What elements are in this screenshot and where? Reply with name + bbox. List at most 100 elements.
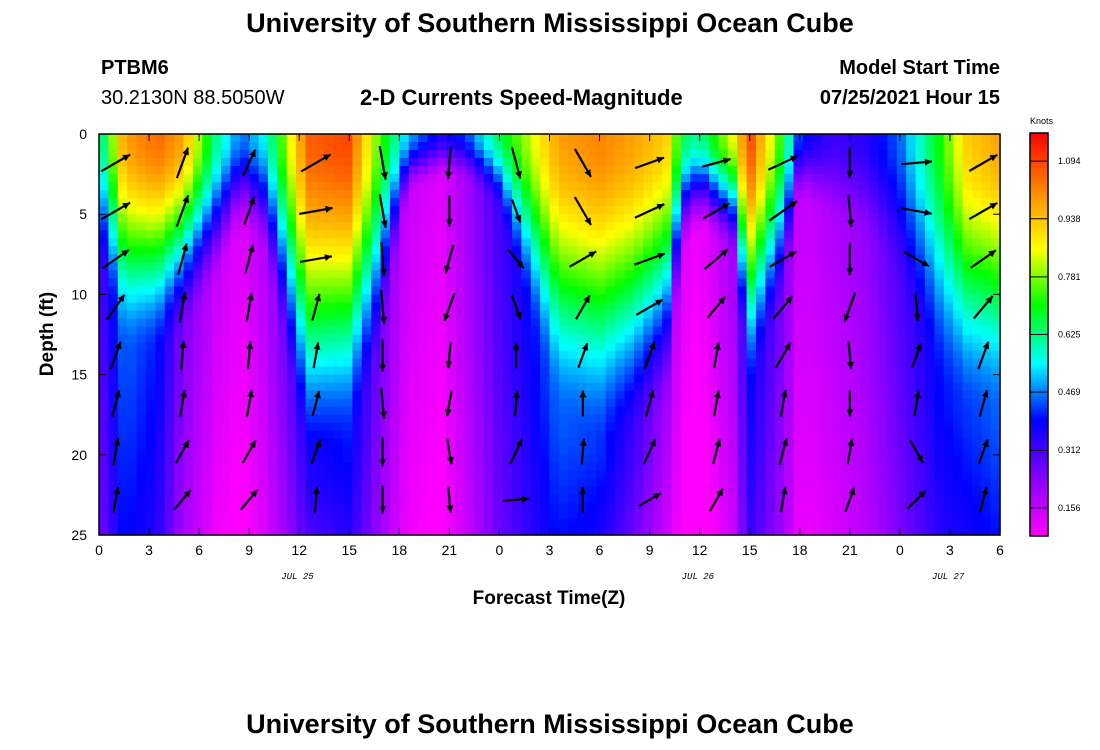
heatmap-cell [802,230,813,239]
heatmap-cell [117,486,128,496]
heatmap-cell [483,406,494,416]
heatmap-cell [324,494,335,504]
heatmap-cell [896,198,907,207]
heatmap-cell [746,254,757,263]
heatmap-cell [99,406,109,416]
heatmap-cell [277,302,288,312]
heatmap-cell [568,510,579,520]
heatmap-cell [943,470,954,480]
heatmap-cell [558,502,569,512]
heatmap-cell [699,310,710,320]
heatmap-cell [202,462,213,472]
heatmap-cell [981,398,992,408]
heatmap-cell [530,478,541,488]
heatmap-cell [558,518,569,528]
heatmap-cell [934,454,945,464]
heatmap-cell [877,334,888,344]
heatmap-cell [727,462,738,472]
heatmap-cell [530,470,541,480]
heatmap-cell [746,326,757,336]
heatmap-cell [962,286,973,295]
heatmap-cell [671,334,682,344]
heatmap-cell [399,374,410,384]
heatmap-cell [971,358,982,368]
heatmap-cell [887,254,898,263]
heatmap-cell [183,270,194,279]
heatmap-cell [136,158,147,167]
heatmap-cell [389,446,400,456]
heatmap-cell [755,454,766,464]
heatmap-cell [408,366,419,376]
heatmap-cell [924,214,935,223]
heatmap-cell [633,390,644,400]
heatmap-cell [906,526,917,536]
heatmap-cell [896,318,907,328]
heatmap-cell [305,230,316,239]
heatmap-cell [605,262,616,271]
heatmap-cell [343,262,354,271]
heatmap-cell [408,390,419,400]
heatmap-cell [943,422,954,432]
heatmap-cell [502,398,513,408]
heatmap-cell [615,406,626,416]
heatmap-cell [962,478,973,488]
heatmap-cell [221,446,231,456]
heatmap-cell [662,454,673,464]
heatmap-cell [802,206,813,215]
heatmap-cell [305,318,316,328]
heatmap-cell [380,446,391,456]
heatmap-cell [502,470,513,480]
heatmap-cell [239,262,250,271]
heatmap-cell [924,254,935,263]
heatmap-cell [314,422,325,432]
heatmap-cell [361,222,372,231]
heatmap-cell [324,358,335,368]
heatmap-cell [408,430,419,440]
heatmap-cell [446,302,457,312]
heatmap-cell [746,382,757,392]
heatmap-cell [906,190,917,199]
heatmap-cell [108,518,119,528]
heatmap-cell [455,166,466,175]
heatmap-cell [549,462,560,472]
heatmap-cell [117,358,128,368]
heatmap-cell [558,390,569,400]
heatmap-cell [249,206,260,215]
heatmap-cell [662,134,673,143]
vector-head [790,155,798,163]
heatmap-cell [277,198,288,207]
heatmap-cell [361,502,372,512]
heatmap-cell [164,438,175,448]
heatmap-cell [192,254,203,263]
heatmap-cell [746,398,757,408]
heatmap-cell [587,278,598,287]
heatmap-cell [877,358,888,368]
heatmap-cell [934,438,945,448]
heatmap-cell [924,430,935,440]
heatmap-cell [680,142,691,151]
heatmap-cell [540,446,551,456]
heatmap-cell [446,366,457,376]
heatmap-cell [483,382,494,392]
heatmap-cell [699,302,710,312]
heatmap-cell [343,334,354,344]
heatmap-cell [502,446,513,456]
heatmap-cell [530,254,541,263]
heatmap-cell [558,438,569,448]
heatmap-cell [746,406,757,416]
heatmap-cell [953,470,964,480]
heatmap-cell [802,342,813,352]
heatmap-cell [587,422,598,432]
heatmap-cell [605,278,616,287]
heatmap-cell [624,414,635,424]
heatmap-cell [727,222,738,231]
heatmap-cell [971,190,982,199]
heatmap-cell [511,270,522,279]
heatmap-cell [136,414,147,424]
heatmap-cell [145,438,156,448]
heatmap-cell [333,334,344,344]
heatmap-cell [671,278,682,287]
heatmap-cell [136,166,147,175]
heatmap-cell [990,478,1001,488]
heatmap-cell [286,374,297,384]
